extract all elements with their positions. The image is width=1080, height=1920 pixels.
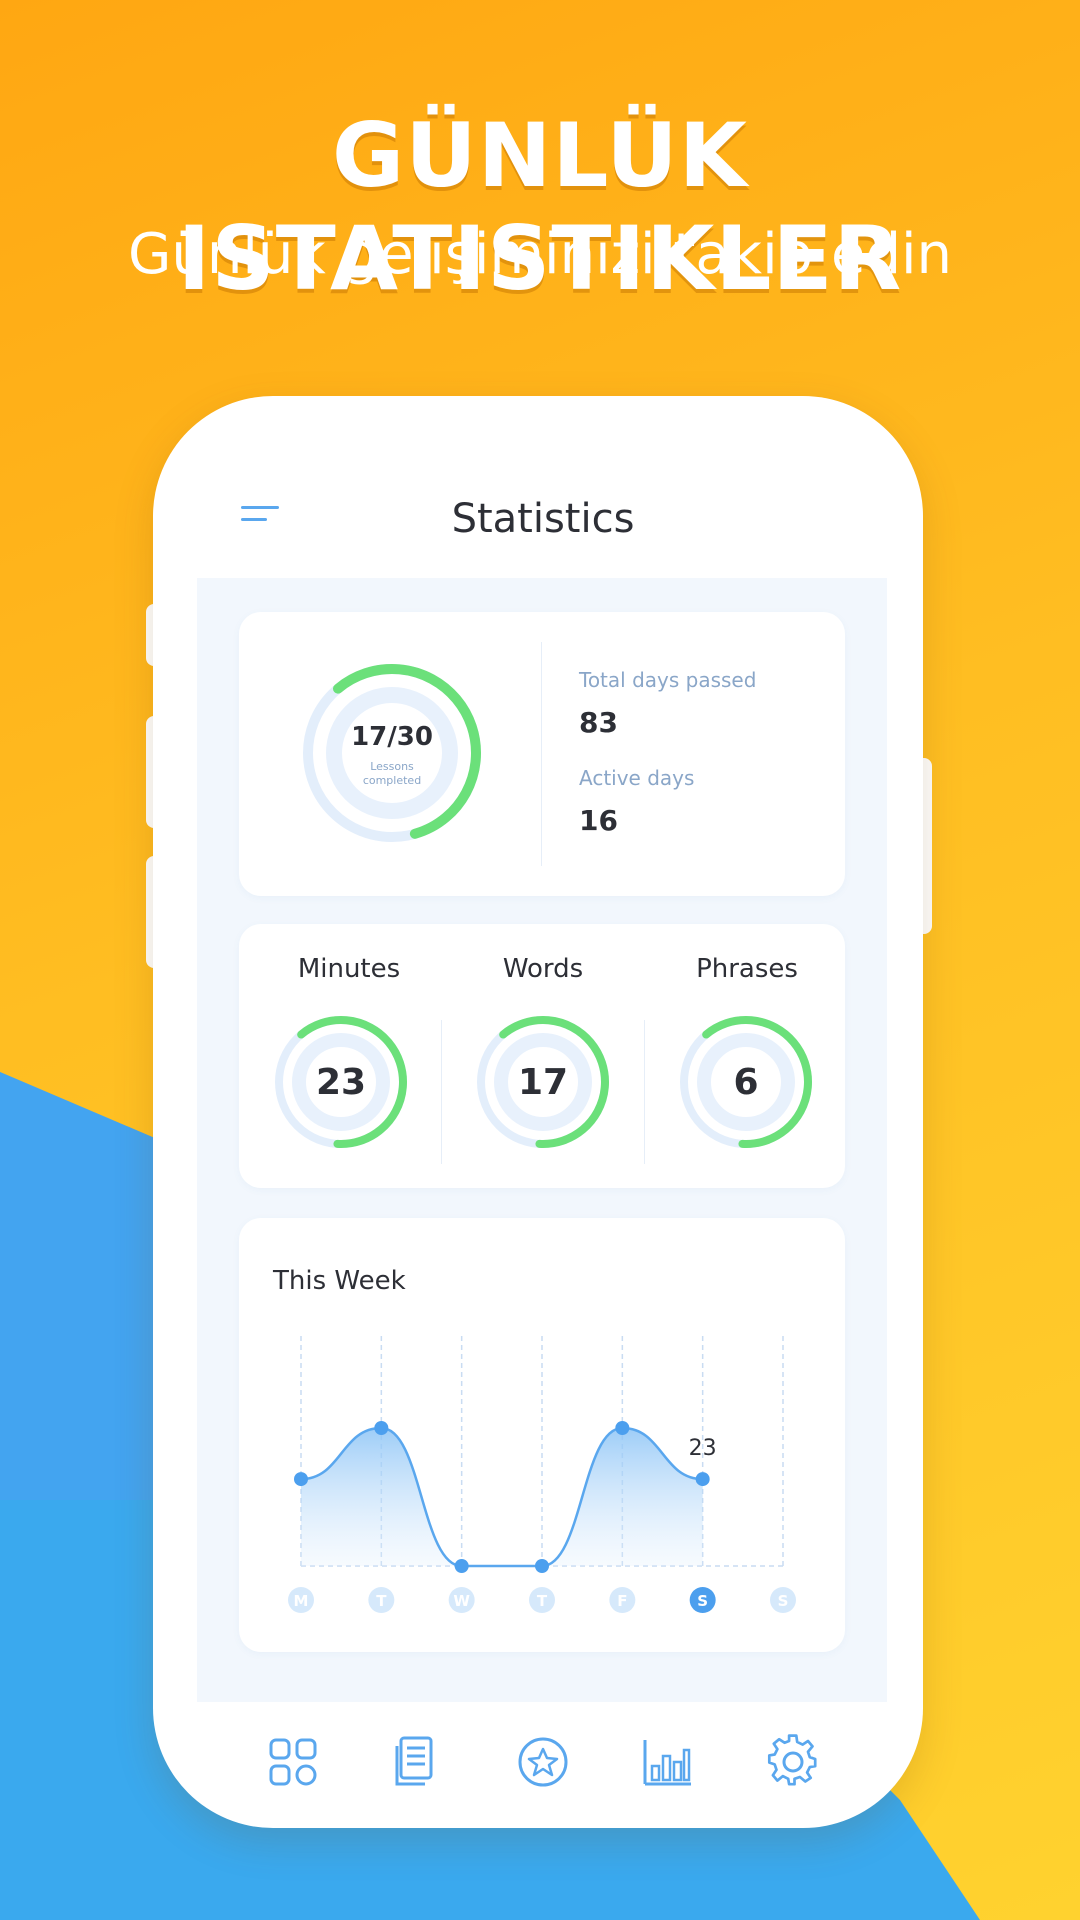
dashboard-grid-icon[interactable] [263, 1732, 323, 1792]
active-days-value: 16 [579, 804, 618, 837]
day-label: S [778, 1592, 789, 1610]
counter-value-words: 17 [517, 1062, 569, 1103]
day-marker [368, 1587, 395, 1613]
counter-label-phrases: Phrases [696, 954, 798, 984]
day-label: W [453, 1592, 470, 1610]
day-label: T [537, 1592, 548, 1610]
chart-data-point [374, 1421, 389, 1435]
summary-divider [541, 642, 542, 866]
promo-title: GÜNLÜK ISTATISTIKLER [177, 104, 903, 310]
counter-label-minutes: Minutes [297, 954, 401, 984]
day-label: F [617, 1592, 627, 1610]
counter-value-minutes: 23 [315, 1062, 367, 1103]
chart-series-line [300, 1426, 703, 1568]
counter-divider [441, 1020, 442, 1164]
hamburger-menu-icon[interactable] [241, 506, 283, 528]
day-marker [529, 1587, 555, 1613]
day-label: S [697, 1592, 708, 1610]
counters-card: Minutes Words Phrases 23 17 6 [239, 924, 845, 1188]
day-marker [609, 1587, 636, 1613]
counter-value-phrases: 6 [733, 1062, 759, 1103]
app-header: Statistics [153, 396, 923, 578]
weekly-chart-card: This Week 23 M T W T F S S [239, 1218, 845, 1652]
lessons-label-line1: Lessons [370, 760, 414, 773]
day-marker [288, 1587, 314, 1613]
chart-data-point [695, 1472, 710, 1487]
chart-data-point [294, 1472, 308, 1487]
statistics-screen: 17/30 Lessons completed Total days passe… [197, 578, 887, 1702]
day-label: M [294, 1592, 309, 1610]
lessons-label-line2: completed [362, 774, 422, 787]
chart-data-point [535, 1559, 549, 1573]
lessons-progress-ring [303, 664, 481, 842]
bottom-navigation [153, 1702, 923, 1828]
counter-ring-phrases [680, 1016, 812, 1148]
chart-data-point [454, 1559, 469, 1573]
weekly-area-chart: 23 M T W T F S S [288, 1336, 796, 1613]
day-marker [689, 1587, 716, 1613]
chart-title: This Week [273, 1266, 406, 1296]
promo-subtitle: Günlük gelişiminizi takip edin [127, 222, 953, 287]
total-days-label: Total days passed [579, 668, 757, 692]
document-list-icon[interactable] [387, 1732, 447, 1792]
day-marker [770, 1587, 796, 1613]
day-label: T [376, 1592, 387, 1610]
chart-data-point [615, 1421, 630, 1435]
bar-chart-icon[interactable] [637, 1732, 697, 1792]
gear-icon[interactable] [763, 1732, 823, 1792]
active-days-label: Active days [579, 766, 695, 790]
star-badge-icon[interactable] [513, 1732, 573, 1792]
summary-card: 17/30 Lessons completed Total days passe… [239, 612, 845, 896]
total-days-value: 83 [579, 706, 618, 739]
counter-ring-words [477, 1016, 609, 1148]
chart-area-fill [301, 1428, 703, 1566]
counter-divider [644, 1020, 645, 1164]
counter-label-words: Words [502, 954, 584, 984]
counter-ring-minutes [275, 1016, 407, 1148]
page-title: Statistics [451, 496, 635, 542]
day-marker [448, 1587, 475, 1613]
lessons-value: 17/30 [351, 722, 433, 752]
phone-frame: Statistics 17/30 Lessons completed Total… [153, 396, 923, 1828]
chart-data-label: 23 [689, 1436, 717, 1461]
